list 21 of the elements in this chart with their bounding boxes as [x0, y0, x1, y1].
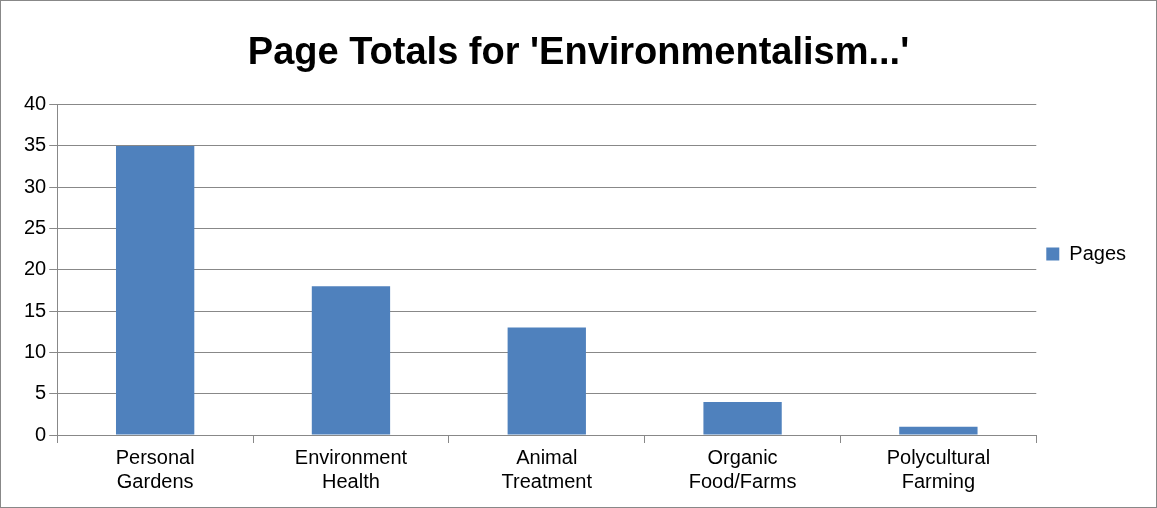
bar: [507, 327, 586, 435]
y-tick-label: 40: [24, 92, 47, 115]
y-tick-label: 35: [24, 133, 47, 156]
x-tick-label: Organic Food/Farms: [688, 445, 797, 492]
x-tick-label: Polycultural Farming: [886, 445, 991, 492]
x-tick-label: Personal Gardens: [115, 445, 195, 492]
bar: [703, 401, 782, 435]
legend-label: Pages: [1069, 241, 1127, 264]
chart-title: Page Totals for 'Environmentalism...': [247, 30, 910, 73]
x-tick-label: Environment Health: [294, 445, 408, 492]
y-tick-label: 0: [35, 422, 47, 445]
bar: [115, 145, 195, 435]
y-tick-label: 15: [24, 298, 47, 321]
y-tick-label: 5: [35, 381, 47, 404]
y-tick-label: 20: [24, 257, 47, 280]
bar: [311, 286, 391, 435]
y-tick-label: 25: [24, 216, 47, 239]
x-tick-label: Animal Treatment: [501, 445, 593, 492]
y-tick-label: 10: [24, 339, 47, 362]
bar: [899, 426, 978, 435]
y-tick-label: 30: [24, 174, 47, 197]
